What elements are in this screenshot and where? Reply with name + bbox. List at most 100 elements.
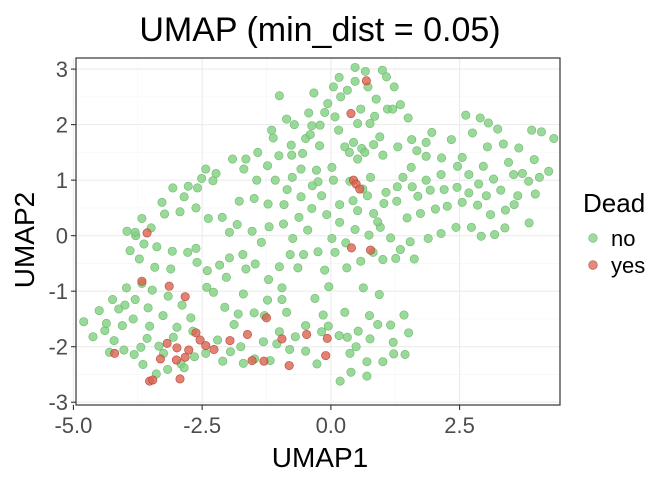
point-no <box>117 321 127 331</box>
point-no <box>534 172 544 182</box>
point-no <box>399 310 409 320</box>
point-no <box>108 295 118 305</box>
point-no <box>274 262 284 272</box>
point-no <box>183 181 193 191</box>
point-no <box>282 114 292 124</box>
point-no <box>168 332 178 342</box>
point-yes <box>247 356 257 366</box>
point-no <box>509 200 519 210</box>
point-no <box>211 168 221 178</box>
point-no <box>193 183 203 193</box>
point-no <box>287 172 297 182</box>
point-no <box>389 349 399 359</box>
point-yes <box>346 243 356 253</box>
point-no <box>452 182 462 192</box>
x-tick-label: -5.0 <box>54 413 92 438</box>
point-no <box>335 200 345 210</box>
point-no <box>330 247 340 257</box>
point-no <box>130 295 140 305</box>
point-no <box>139 239 149 249</box>
point-no <box>474 179 484 189</box>
point-no <box>167 246 177 256</box>
point-no <box>353 206 363 216</box>
plot-panel <box>72 57 561 406</box>
point-no <box>453 161 463 171</box>
point-no <box>310 293 320 303</box>
point-no <box>373 217 383 227</box>
point-yes <box>302 329 312 339</box>
point-no <box>279 200 289 210</box>
point-no <box>247 226 257 236</box>
point-no <box>277 283 287 293</box>
point-no <box>378 150 388 160</box>
point-yes <box>201 341 211 351</box>
point-no <box>504 157 514 167</box>
point-no <box>202 282 212 292</box>
point-no <box>350 62 360 72</box>
point-no <box>163 291 173 301</box>
point-no <box>398 172 408 182</box>
point-yes <box>366 245 376 255</box>
point-yes <box>209 344 219 354</box>
point-no <box>168 183 178 193</box>
point-no <box>202 266 212 276</box>
point-no <box>317 191 327 201</box>
point-no <box>405 237 415 247</box>
point-no <box>225 347 235 357</box>
point-no <box>293 263 303 273</box>
point-no <box>296 164 306 174</box>
point-no <box>307 121 317 131</box>
point-no <box>201 164 211 174</box>
point-yes <box>321 351 331 361</box>
y-axis-title: UMAP2 <box>9 192 40 288</box>
point-yes <box>155 354 165 364</box>
point-no <box>395 100 405 110</box>
point-no <box>421 175 431 185</box>
point-yes <box>162 338 172 348</box>
point-no <box>482 142 492 152</box>
point-no <box>298 148 308 158</box>
point-no <box>317 327 327 337</box>
point-no <box>197 173 207 183</box>
point-no <box>330 112 340 122</box>
point-no <box>427 127 437 137</box>
point-no <box>412 146 422 156</box>
point-no <box>324 282 334 292</box>
point-yes <box>195 335 205 345</box>
point-no <box>517 168 527 178</box>
point-no <box>391 253 401 263</box>
point-no <box>364 230 374 240</box>
point-no <box>301 321 311 331</box>
point-no <box>249 308 259 318</box>
point-no <box>457 152 467 162</box>
point-no <box>370 111 380 121</box>
point-no <box>282 307 292 317</box>
point-no <box>407 182 417 192</box>
point-no <box>218 356 228 366</box>
point-no <box>213 335 223 345</box>
point-no <box>192 257 202 267</box>
point-no <box>356 256 366 266</box>
point-no <box>236 342 246 352</box>
point-no <box>305 130 315 140</box>
point-no <box>157 197 167 207</box>
point-no <box>327 233 337 243</box>
point-no <box>342 332 352 342</box>
point-no <box>364 311 374 321</box>
point-no <box>377 65 387 75</box>
point-no <box>145 321 155 331</box>
legend-label-no: no <box>611 226 635 251</box>
point-yes <box>171 355 181 365</box>
y-tick-label: -2 <box>48 335 68 360</box>
point-no <box>312 359 322 369</box>
point-no <box>478 161 488 171</box>
point-no <box>344 147 354 157</box>
point-no <box>500 205 510 215</box>
point-no <box>224 227 234 237</box>
point-no <box>421 151 431 161</box>
point-no <box>88 332 98 342</box>
point-no <box>348 196 358 206</box>
point-no <box>253 147 263 157</box>
point-no <box>130 227 140 237</box>
point-no <box>496 185 506 195</box>
